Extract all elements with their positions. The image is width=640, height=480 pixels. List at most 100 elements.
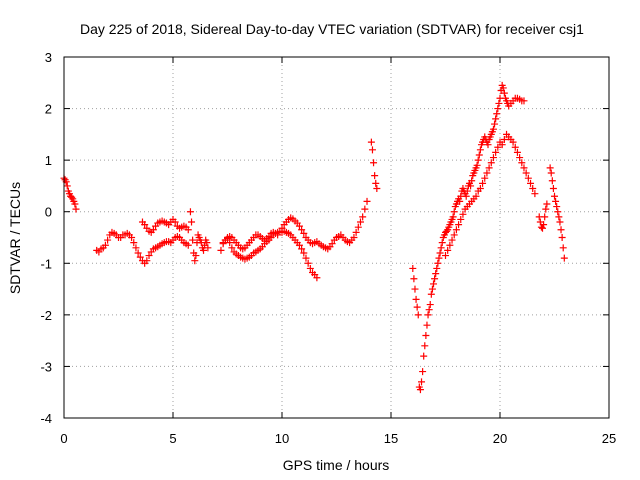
- data-point: [132, 244, 140, 252]
- y-axis-label: SDTVAR / TECUs: [7, 182, 23, 294]
- data-point: [359, 213, 367, 221]
- data-point: [298, 226, 306, 234]
- data-point: [492, 148, 500, 156]
- data-point: [434, 259, 442, 267]
- plot-frame: [63, 56, 610, 419]
- grid-lines: [64, 57, 609, 418]
- data-point: [274, 231, 282, 239]
- data-point: [473, 161, 481, 169]
- data-point: [186, 208, 194, 216]
- tick-labels: 0 5 10 15 20 25 -4 -3 -2 -1 0 1 2 3: [40, 50, 616, 446]
- data-point: [548, 177, 556, 185]
- data-point: [412, 295, 420, 303]
- data-point: [543, 200, 551, 208]
- data-point: [557, 226, 565, 234]
- data-point: [489, 154, 497, 162]
- data-point: [494, 143, 502, 151]
- data-point: [499, 84, 507, 92]
- data-point: [410, 275, 418, 283]
- data-point: [452, 226, 460, 234]
- data-point: [476, 185, 484, 193]
- data-point: [483, 169, 491, 177]
- data-point: [409, 264, 417, 272]
- y-tick-label: 3: [45, 50, 52, 65]
- data-point: [295, 241, 303, 249]
- data-point: [489, 125, 497, 133]
- data-point: [449, 213, 457, 221]
- data-point: [72, 205, 80, 213]
- data-point: [551, 192, 558, 200]
- data-point: [361, 205, 369, 213]
- data-point: [134, 249, 142, 257]
- data-point: [494, 105, 502, 113]
- data-point: [420, 352, 428, 360]
- data-point: [450, 208, 458, 216]
- x-tick-label: 20: [493, 431, 507, 446]
- data-point: [444, 246, 452, 254]
- y-tick-label: -3: [40, 359, 52, 374]
- data-point: [455, 221, 463, 229]
- data-point: [520, 164, 528, 172]
- data-point: [217, 246, 225, 254]
- data-point: [416, 386, 424, 394]
- data-point: [192, 252, 200, 260]
- data-point: [372, 179, 380, 187]
- data-point: [546, 164, 554, 172]
- data-point: [476, 146, 484, 154]
- data-point: [516, 154, 524, 162]
- data-point: [531, 190, 539, 198]
- data-point: [491, 120, 499, 128]
- data-point: [104, 236, 112, 244]
- data-point: [542, 205, 550, 213]
- data-point: [492, 115, 500, 123]
- data-point: [468, 177, 476, 185]
- data-point: [479, 179, 487, 187]
- data-point: [426, 301, 434, 309]
- y-tick-label: 0: [45, 205, 52, 220]
- data-point: [522, 169, 530, 177]
- data-point: [356, 218, 364, 226]
- y-tick-label: 1: [45, 153, 52, 168]
- data-point: [184, 226, 192, 234]
- data-point: [556, 218, 564, 226]
- data-point: [462, 192, 470, 200]
- y-tick-label: 2: [45, 102, 52, 117]
- y-tick-label: -1: [40, 256, 52, 271]
- x-tick-label: 15: [384, 431, 398, 446]
- data-point: [428, 285, 436, 293]
- data-point: [484, 141, 492, 149]
- data-point: [560, 254, 568, 262]
- data-point: [71, 200, 79, 208]
- data-point: [448, 236, 456, 244]
- data-point: [549, 185, 557, 193]
- x-axis-label: GPS time / hours: [283, 457, 390, 473]
- data-point: [149, 226, 157, 234]
- data-point: [435, 254, 443, 262]
- data-point: [459, 210, 467, 218]
- data-point: [472, 192, 480, 200]
- y-tick-label: -4: [40, 411, 52, 426]
- data-point: [518, 159, 526, 167]
- data-point: [511, 143, 519, 151]
- data-point: [171, 218, 179, 226]
- data-point: [554, 208, 562, 216]
- data-point: [547, 169, 555, 177]
- data-point: [555, 213, 563, 221]
- data-point: [513, 148, 521, 156]
- x-tick-label: 0: [60, 431, 67, 446]
- data-point: [539, 224, 547, 232]
- data-point: [313, 274, 321, 282]
- data-point: [493, 110, 501, 118]
- data-point: [298, 245, 306, 253]
- data-point: [136, 253, 144, 261]
- data-point: [509, 138, 517, 146]
- data-point: [130, 239, 138, 247]
- x-tick-label: 5: [169, 431, 176, 446]
- data-point: [432, 270, 440, 278]
- data-point: [467, 182, 475, 190]
- data-point: [541, 213, 549, 221]
- data-point: [363, 197, 371, 205]
- data-point: [553, 203, 561, 211]
- data-point: [431, 275, 439, 283]
